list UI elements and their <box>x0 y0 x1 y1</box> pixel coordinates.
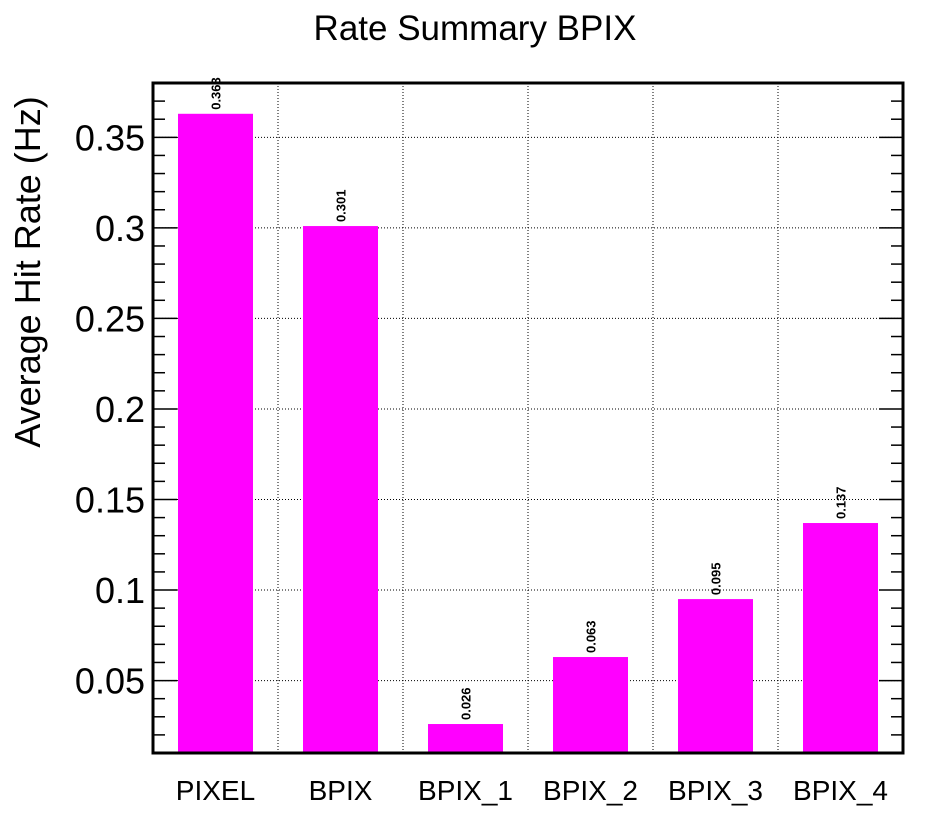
axis-ticks <box>153 82 903 754</box>
y-tick-label: 0.25 <box>75 298 145 339</box>
bar <box>803 523 878 753</box>
x-tick-label: PIXEL <box>176 775 255 806</box>
y-tick-label: 0.1 <box>95 570 145 611</box>
bar <box>303 226 378 753</box>
bars <box>178 113 878 753</box>
y-tick-label: 0.15 <box>75 479 145 520</box>
y-axis-label: Average Hit Rate (Hz) <box>7 96 48 447</box>
x-tick-label: BPIX_1 <box>418 775 513 806</box>
bar-value-label: 0.063 <box>584 620 599 653</box>
bar <box>178 113 253 753</box>
bar-value-label: 0.095 <box>709 563 724 596</box>
y-tick-label: 0.35 <box>75 117 145 158</box>
bar <box>428 724 503 753</box>
bar-value-label: 0.137 <box>834 486 849 519</box>
x-tick-label: BPIX_3 <box>668 775 763 806</box>
bar-value-label: 0.301 <box>334 190 349 223</box>
bar-value-label: 0.026 <box>459 687 474 720</box>
bar <box>678 599 753 753</box>
plot-frame <box>151 81 905 755</box>
chart-title: Rate Summary BPIX <box>314 9 637 48</box>
y-tick-label: 0.3 <box>95 208 145 249</box>
bar <box>553 657 628 753</box>
x-tick-label: BPIX_4 <box>793 775 888 806</box>
grid <box>153 83 903 753</box>
y-tick-label: 0.2 <box>95 389 145 430</box>
bar-value-label: 0.363 <box>209 77 224 110</box>
y-tick-label: 0.05 <box>75 661 145 702</box>
x-tick-label: BPIX <box>309 775 373 806</box>
x-tick-label: BPIX_2 <box>543 775 638 806</box>
axis-labels: 0.363 PIXEL 0.301 BPIX 0.026 BPIX_1 0.063 BPIX_… <box>75 77 888 806</box>
